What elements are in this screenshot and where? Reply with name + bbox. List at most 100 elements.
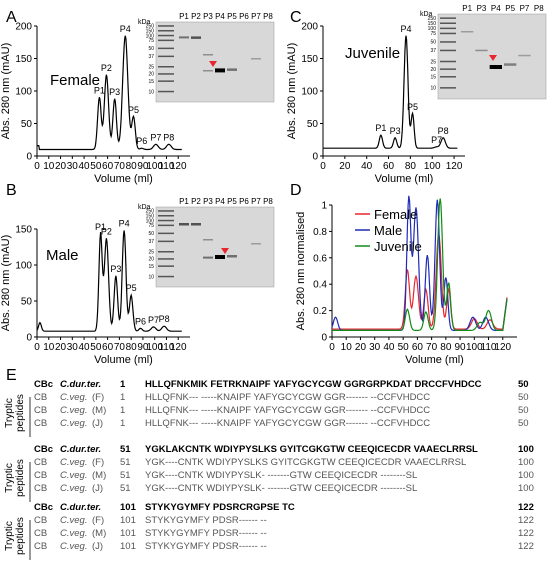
gel-band — [191, 36, 201, 39]
lane-label-p1: P1 — [462, 4, 472, 13]
x-tick-label: 120 — [446, 161, 463, 172]
x-tick-label: 100 — [146, 161, 163, 172]
x-tick-label: 30 — [369, 342, 381, 353]
x-tick-label: 100 — [424, 161, 441, 172]
row-species: C.veg. — [60, 515, 87, 526]
marker-label: 100 — [428, 26, 437, 32]
marker-label: 10 — [148, 274, 154, 280]
gel-band — [518, 54, 531, 57]
y-tick-label: 0 — [26, 152, 32, 163]
marker-band — [158, 240, 174, 243]
y-tick-label: 50 — [21, 119, 33, 130]
row-sample: (F) — [92, 392, 104, 403]
lane-label-p1: P1 — [179, 12, 189, 21]
y-tick-label: 1 — [321, 201, 327, 212]
trace-male — [36, 230, 182, 332]
row-end: 122 — [518, 502, 534, 513]
marker-label: 20 — [430, 67, 436, 73]
gel-band — [504, 63, 517, 66]
peak-label-p1: P1 — [94, 86, 105, 96]
x-tick-label: 30 — [67, 161, 79, 172]
row-end: 122 — [518, 541, 534, 552]
row-start: 1 — [120, 392, 125, 403]
x-tick-label: 110 — [158, 342, 174, 353]
peak-label-p3: P3 — [109, 87, 120, 97]
gel-band — [475, 49, 488, 52]
marker-band — [440, 68, 456, 70]
y-axis-label: Abs. 280 nm (mAU) — [0, 235, 12, 332]
side-label-tryptic: Tryptic — [4, 463, 15, 493]
lane-label-p8: P8 — [263, 12, 273, 21]
row-start: 1 — [120, 405, 125, 416]
lane-label-p7: P7 — [251, 197, 261, 206]
marker-label: 150 — [146, 214, 155, 220]
row-species: C.dur.ter. — [60, 444, 101, 455]
marker-band — [158, 258, 174, 260]
y-tick-label: 150 — [301, 54, 318, 65]
marker-band — [440, 49, 456, 52]
row-sample: (J) — [92, 418, 103, 429]
x-tick-label: 20 — [55, 161, 67, 172]
chart-a: 0 10 20 30 40 50 60 70 80 90100110120050100150200… — [0, 22, 190, 185]
lane-label-p6: P6 — [239, 197, 249, 206]
row-sequence: STYKYGYMFY PDSRCRGPSE TC — [145, 502, 295, 513]
peak-label-p1: P1 — [95, 222, 106, 232]
marker-band — [440, 87, 456, 89]
row-start: 51 — [120, 470, 131, 481]
row-sequence: YGKLAKCNTK WDIYPYSLKS GYITCGKGTW CEEQICE… — [145, 444, 478, 455]
x-axis-label: Volume (ml) — [405, 354, 464, 366]
panel-letter-c: C — [290, 9, 302, 26]
x-tick-label: 0 — [34, 342, 40, 353]
marker-label: 100 — [146, 33, 155, 39]
marker-label: 15 — [148, 264, 154, 270]
row-species: C.veg. — [60, 418, 87, 429]
trace-juvenile — [332, 198, 508, 331]
lane-label-p2: P2 — [191, 12, 201, 21]
marker-band — [440, 17, 456, 19]
x-tick-label: 80 — [440, 342, 452, 353]
x-tick-label: 0 — [320, 161, 326, 172]
row-sample: (M) — [92, 405, 106, 416]
row-sequence: STYKYGYMFY PDSR------ -- — [145, 515, 267, 526]
row-end: 50 — [518, 405, 529, 416]
gel-band — [489, 65, 502, 69]
gel-band — [203, 54, 213, 56]
x-tick-label: 20 — [55, 342, 67, 353]
lane-label-p6: P6 — [239, 12, 249, 21]
x-tick-label: 40 — [383, 342, 395, 353]
legend-label-male: Male — [374, 223, 402, 238]
gel-kda-label: kDa — [138, 204, 151, 211]
y-tick-label: 150 — [15, 54, 32, 65]
peak-label-p5: P5 — [128, 105, 139, 115]
y-tick-label: 0 — [321, 333, 327, 344]
row-start: 101 — [120, 528, 136, 539]
marker-label: 20 — [148, 72, 154, 78]
marker-band — [158, 219, 174, 222]
peak-label-p3: P3 — [110, 264, 121, 274]
lane-label-p3: P3 — [203, 197, 213, 206]
peak-label-p1: P1 — [375, 123, 386, 133]
trace-juvenile — [323, 35, 458, 149]
x-tick-label: 90 — [137, 342, 149, 353]
row-tag: CBc — [34, 379, 53, 390]
lane-label-p5: P5 — [505, 4, 515, 13]
row-end: 50 — [518, 418, 529, 429]
y-tick-label: 100 — [301, 87, 318, 98]
lane-label-p8: P8 — [534, 4, 544, 13]
row-tag: CB — [34, 457, 47, 468]
peak-label-p5: P5 — [126, 283, 137, 293]
row-end: 100 — [518, 444, 534, 455]
x-tick-label: 60 — [102, 161, 114, 172]
lane-label-p5: P5 — [227, 197, 237, 206]
row-tag: CBc — [34, 444, 53, 455]
x-axis-label: Volume (ml) — [94, 354, 153, 366]
row-species: C.veg. — [60, 528, 87, 539]
marker-band — [158, 232, 174, 235]
row-tag: CB — [34, 528, 47, 539]
gel-band — [251, 58, 261, 60]
y-tick-label: 0 — [312, 152, 318, 163]
lane-label-p3: P3 — [203, 12, 213, 21]
